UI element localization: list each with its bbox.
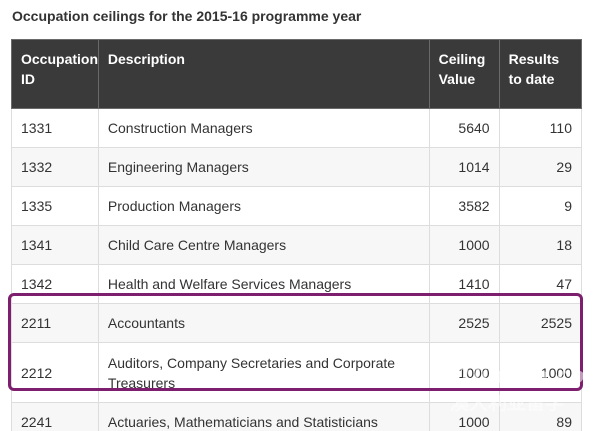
cell-occupation-id: 1335 xyxy=(12,187,99,226)
cell-occupation-id: 1342 xyxy=(12,265,99,304)
cell-ceiling-value: 1000 xyxy=(429,226,499,265)
cell-occupation-id: 2212 xyxy=(12,343,99,403)
cell-description: Construction Managers xyxy=(98,109,429,148)
table-row: 2241 Actuaries, Mathematicians and Stati… xyxy=(12,403,582,431)
cell-occupation-id: 1331 xyxy=(12,109,99,148)
table-row: 1335 Production Managers 3582 9 xyxy=(12,187,582,226)
cell-results-to-date: 47 xyxy=(499,265,581,304)
cell-results-to-date: 89 xyxy=(499,403,581,431)
cell-ceiling-value: 1000 xyxy=(429,403,499,431)
cell-results-to-date: 1000 xyxy=(499,343,581,403)
table-row: 2212 Auditors, Company Secretaries and C… xyxy=(12,343,582,403)
cell-description: Production Managers xyxy=(98,187,429,226)
cell-description: Health and Welfare Services Managers xyxy=(98,265,429,304)
cell-occupation-id: 1332 xyxy=(12,148,99,187)
table-row: 2211 Accountants 2525 2525 xyxy=(12,304,582,343)
table-row: 1342 Health and Welfare Services Manager… xyxy=(12,265,582,304)
cell-description: Actuaries, Mathematicians and Statistici… xyxy=(98,403,429,431)
cell-ceiling-value: 3582 xyxy=(429,187,499,226)
cell-description: Accountants xyxy=(98,304,429,343)
cell-description: Auditors, Company Secretaries and Corpor… xyxy=(98,343,429,403)
table-caption: Occupation ceilings for the 2015-16 prog… xyxy=(12,6,361,26)
table-row: 1332 Engineering Managers 1014 29 xyxy=(12,148,582,187)
cell-ceiling-value: 1000 xyxy=(429,343,499,403)
header-occupation-id: Occupation ID xyxy=(12,40,99,109)
cell-ceiling-value: 1410 xyxy=(429,265,499,304)
cell-ceiling-value: 2525 xyxy=(429,304,499,343)
cell-results-to-date: 2525 xyxy=(499,304,581,343)
cell-results-to-date: 9 xyxy=(499,187,581,226)
cell-occupation-id: 2211 xyxy=(12,304,99,343)
table-row: 1341 Child Care Centre Managers 1000 18 xyxy=(12,226,582,265)
occupation-ceilings-table: Occupation ID Description Ceiling Value … xyxy=(11,39,582,431)
table-row: 1331 Construction Managers 5640 110 xyxy=(12,109,582,148)
header-ceiling-value: Ceiling Value xyxy=(429,40,499,109)
cell-results-to-date: 29 xyxy=(499,148,581,187)
cell-results-to-date: 18 xyxy=(499,226,581,265)
cell-ceiling-value: 1014 xyxy=(429,148,499,187)
cell-occupation-id: 2241 xyxy=(12,403,99,431)
table-header-row: Occupation ID Description Ceiling Value … xyxy=(12,40,582,109)
cell-ceiling-value: 5640 xyxy=(429,109,499,148)
cell-description: Child Care Centre Managers xyxy=(98,226,429,265)
header-results-to-date: Results to date xyxy=(499,40,581,109)
cell-description: Engineering Managers xyxy=(98,148,429,187)
header-description: Description xyxy=(98,40,429,109)
cell-occupation-id: 1341 xyxy=(12,226,99,265)
cell-results-to-date: 110 xyxy=(499,109,581,148)
